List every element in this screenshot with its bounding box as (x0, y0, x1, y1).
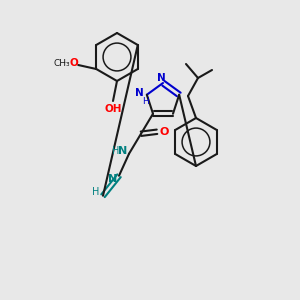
Text: H: H (142, 97, 149, 106)
Text: O: O (159, 127, 169, 137)
Text: N: N (157, 73, 165, 83)
Text: methoxy: methoxy (64, 62, 70, 63)
Text: H: H (92, 187, 100, 197)
Text: N: N (118, 146, 127, 156)
Text: OH: OH (104, 104, 122, 114)
Text: N: N (108, 174, 118, 184)
Text: N: N (136, 88, 144, 98)
Text: O: O (70, 58, 79, 68)
Text: CH₃: CH₃ (54, 58, 70, 68)
Text: H: H (112, 146, 120, 156)
